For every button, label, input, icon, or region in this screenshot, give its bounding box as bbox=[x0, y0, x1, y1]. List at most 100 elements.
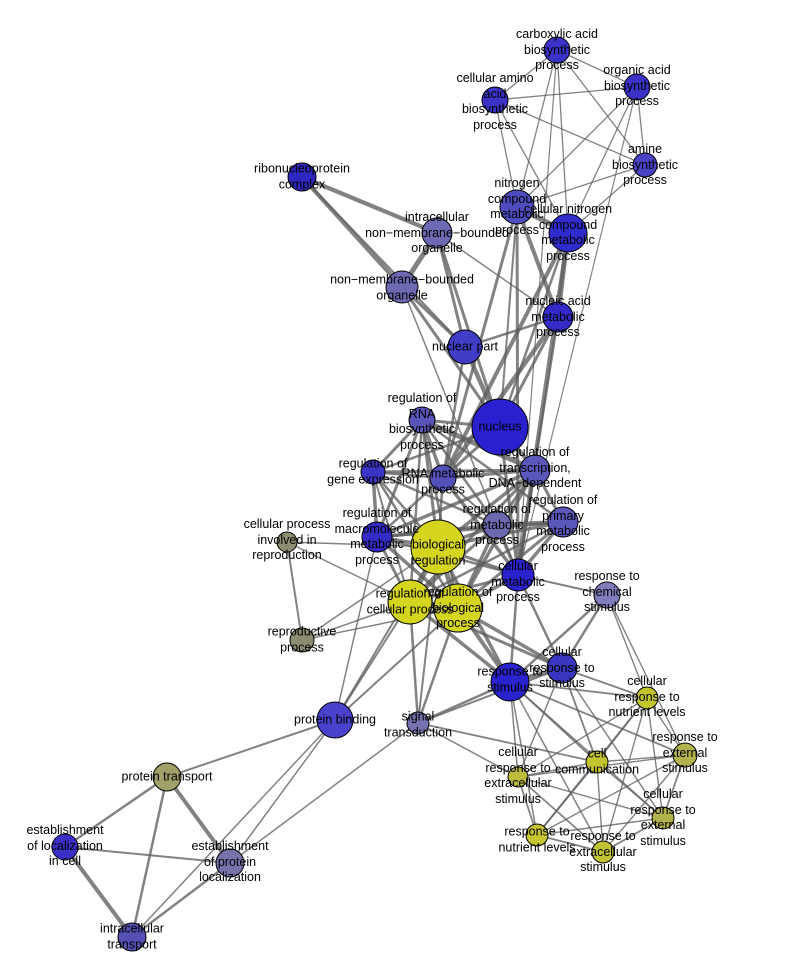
edge-cellular-response-to-nutrient-levels--response-to-extracellular-stimulus bbox=[602, 697, 648, 853]
node-cell-communication[interactable] bbox=[585, 750, 609, 774]
node-carboxylic-acid-biosynthetic-process[interactable] bbox=[543, 36, 571, 64]
edge-response-to-external-stimulus--cell-communication bbox=[596, 754, 686, 763]
node-establishment-of-localization-in-cell[interactable] bbox=[51, 833, 79, 861]
node-biological-regulation[interactable] bbox=[410, 519, 466, 575]
node-cellular-amino-acid-biosynthetic-process[interactable] bbox=[481, 86, 509, 114]
edge-establishment-of-protein-localization--intracellular-transport bbox=[131, 862, 231, 938]
node-protein-binding[interactable] bbox=[316, 701, 354, 739]
edge-ribonucleoprotein-complex--nuclear-part bbox=[301, 176, 466, 348]
node-signal-transduction[interactable] bbox=[406, 711, 430, 735]
edge-response-to-stimulus--response-to-nutrient-levels bbox=[509, 681, 538, 836]
edge-regulation-of-biological-process--protein-binding bbox=[334, 607, 459, 721]
edge-regulation-of-cellular-process--cellular-process-involved-in-reproduction bbox=[286, 541, 411, 603]
edge-protein-binding--intracellular-transport bbox=[131, 719, 336, 938]
node-regulation-of-cellular-process[interactable] bbox=[387, 579, 433, 625]
node-nitrogen-compound-metabolic-process[interactable] bbox=[499, 189, 535, 225]
node-nucleic-acid-metabolic-process[interactable] bbox=[542, 301, 574, 333]
node-cellular-response-to-external-stimulus[interactable] bbox=[651, 806, 675, 830]
node-regulation-of-transcription-dna-dependent[interactable] bbox=[519, 454, 551, 486]
node-amine-biosynthetic-process[interactable] bbox=[632, 152, 658, 178]
edge-cellular-response-to-stimulus--cell-communication bbox=[561, 667, 598, 763]
edge-protein-transport--intracellular-transport bbox=[130, 776, 169, 938]
edge-cellular-response-to-external-stimulus--response-to-nutrient-levels bbox=[536, 817, 664, 836]
edge-cellular-response-to-extracellular-stimulus--cellular-response-to-external-stimulus bbox=[517, 776, 664, 819]
edge-ribonucleoprotein-complex--intracellular-non-membrane-bounded-organelle bbox=[301, 175, 438, 235]
edge-cell-communication--response-to-nutrient-levels bbox=[536, 761, 598, 836]
edge-cellular-amino-acid-biosynthetic-process--amine-biosynthetic-process bbox=[494, 99, 646, 166]
edge-regulation-of-biological-process--reproductive-process bbox=[301, 607, 459, 641]
edge-cellular-amino-acid-biosynthetic-process--cellular-nitrogen-compound-metabolic-process bbox=[494, 99, 569, 234]
edge-regulation-of-gene-expression--regulation-of-metabolic-process bbox=[372, 470, 498, 527]
node-ribonucleoprotein-complex[interactable] bbox=[287, 162, 317, 192]
edge-signal-transduction--cellular-response-to-extracellular-stimulus bbox=[417, 722, 519, 778]
node-regulation-of-rna-biosynthetic-process[interactable] bbox=[408, 406, 436, 434]
edge-nucleic-acid-metabolic-process--rna-metabolic-process bbox=[441, 315, 560, 480]
node-response-to-nutrient-levels[interactable] bbox=[525, 823, 549, 847]
node-intracellular-transport[interactable] bbox=[117, 922, 147, 952]
edge-response-to-chemical-stimulus--cellular-response-to-nutrient-levels bbox=[606, 594, 648, 699]
node-cellular-response-to-stimulus[interactable] bbox=[546, 652, 578, 684]
node-regulation-of-biological-process[interactable] bbox=[433, 583, 483, 633]
edge-cellular-response-to-stimulus--signal-transduction bbox=[417, 667, 563, 724]
node-response-to-chemical-stimulus[interactable] bbox=[593, 581, 621, 609]
edge-organic-acid-biosynthetic-process--nitrogen-compound-metabolic-process bbox=[516, 86, 638, 208]
edge-regulation-of-rna-biosynthetic-process--regulation-of-cellular-process bbox=[408, 419, 424, 603]
edge-regulation-of-cellular-process--cellular-response-to-stimulus bbox=[409, 600, 563, 670]
node-regulation-of-primary-metabolic-process[interactable] bbox=[547, 506, 579, 538]
edge-response-to-stimulus--response-to-extracellular-stimulus bbox=[509, 681, 604, 853]
node-response-to-external-stimulus[interactable] bbox=[672, 742, 698, 768]
node-reproductive-process[interactable] bbox=[289, 627, 315, 653]
edge-response-to-stimulus--cellular-response-to-external-stimulus bbox=[509, 681, 664, 819]
node-cellular-metabolic-process[interactable] bbox=[501, 558, 535, 592]
node-organic-acid-biosynthetic-process[interactable] bbox=[623, 73, 651, 101]
edge-signal-transduction--establishment-of-protein-localization bbox=[229, 722, 419, 864]
node-cellular-nitrogen-compound-metabolic-process[interactable] bbox=[548, 213, 588, 253]
edge-response-to-stimulus--response-to-external-stimulus bbox=[509, 681, 686, 756]
node-layer bbox=[51, 36, 698, 952]
edge-response-to-chemical-stimulus--response-to-stimulus bbox=[509, 594, 608, 683]
edge-nitrogen-compound-metabolic-process--nucleic-acid-metabolic-process bbox=[515, 206, 560, 318]
node-cellular-response-to-nutrient-levels[interactable] bbox=[635, 686, 659, 710]
edge-response-to-external-stimulus--response-to-nutrient-levels bbox=[536, 754, 686, 836]
edge-protein-binding--protein-transport bbox=[166, 719, 336, 778]
node-intracellular-non-membrane-bounded-organelle[interactable] bbox=[421, 217, 453, 249]
edge-regulation-of-primary-metabolic-process--regulation-of-cellular-process bbox=[409, 520, 564, 604]
edge-protein-binding--regulation-of-macromolecule-metabolic-process bbox=[334, 536, 378, 721]
node-regulation-of-gene-expression[interactable] bbox=[360, 459, 386, 485]
edge-cellular-amino-acid-biosynthetic-process--organic-acid-biosynthetic-process bbox=[494, 86, 638, 101]
edge-protein-binding--establishment-of-protein-localization bbox=[229, 719, 336, 864]
node-cellular-process-involved-in-reproduction[interactable] bbox=[276, 531, 298, 553]
node-nuclear-part[interactable] bbox=[447, 329, 483, 365]
edge-nitrogen-compound-metabolic-process--nucleus bbox=[499, 206, 518, 428]
node-rna-metabolic-process[interactable] bbox=[429, 464, 457, 492]
edge-regulation-of-rna-biosynthetic-process--regulation-of-metabolic-process bbox=[420, 419, 499, 526]
edge-organic-acid-biosynthetic-process--cellular-metabolic-process bbox=[517, 86, 638, 576]
node-nucleus[interactable] bbox=[471, 398, 529, 456]
edge-regulation-of-transcription-dna-dependent--regulation-of-macromolecule-metabolic-process bbox=[376, 468, 536, 539]
edge-cell-communication--cellular-response-to-extracellular-stimulus bbox=[517, 761, 598, 778]
edge-response-to-external-stimulus--response-to-extracellular-stimulus bbox=[602, 754, 686, 853]
node-non-membrane-bounded-organelle[interactable] bbox=[385, 270, 419, 304]
node-protein-transport[interactable] bbox=[152, 762, 182, 792]
edge-amine-biosynthetic-process--nitrogen-compound-metabolic-process bbox=[516, 164, 646, 208]
edge-carboxylic-acid-biosynthetic-process--cellular-nitrogen-compound-metabolic-process bbox=[556, 49, 569, 234]
edge-signal-transduction--cell-communication bbox=[417, 722, 598, 763]
edge-cellular-process-involved-in-reproduction--reproductive-process bbox=[286, 541, 303, 641]
edge-regulation-of-rna-biosynthetic-process--regulation-of-macromolecule-metabolic-process bbox=[375, 419, 424, 538]
edge-protein-transport--establishment-of-localization-in-cell bbox=[64, 775, 168, 849]
node-establishment-of-protein-localization[interactable] bbox=[215, 848, 245, 878]
edge-establishment-of-localization-in-cell--intracellular-transport bbox=[63, 845, 134, 939]
edge-cellular-metabolic-process--cellular-response-to-stimulus bbox=[516, 574, 564, 669]
node-cellular-response-to-extracellular-stimulus[interactable] bbox=[507, 766, 529, 788]
node-response-to-extracellular-stimulus[interactable] bbox=[591, 840, 615, 864]
node-response-to-stimulus[interactable] bbox=[490, 662, 530, 702]
node-regulation-of-metabolic-process[interactable] bbox=[482, 510, 512, 540]
edge-carboxylic-acid-biosynthetic-process--nitrogen-compound-metabolic-process bbox=[516, 49, 558, 208]
edge-cell-communication--response-to-extracellular-stimulus bbox=[596, 761, 604, 853]
edge-protein-transport--establishment-of-protein-localization bbox=[165, 775, 232, 865]
edge-layer bbox=[63, 49, 686, 939]
edge-carboxylic-acid-biosynthetic-process--amine-biosynthetic-process bbox=[556, 49, 646, 166]
node-regulation-of-macromolecule-metabolic-process[interactable] bbox=[361, 521, 393, 553]
